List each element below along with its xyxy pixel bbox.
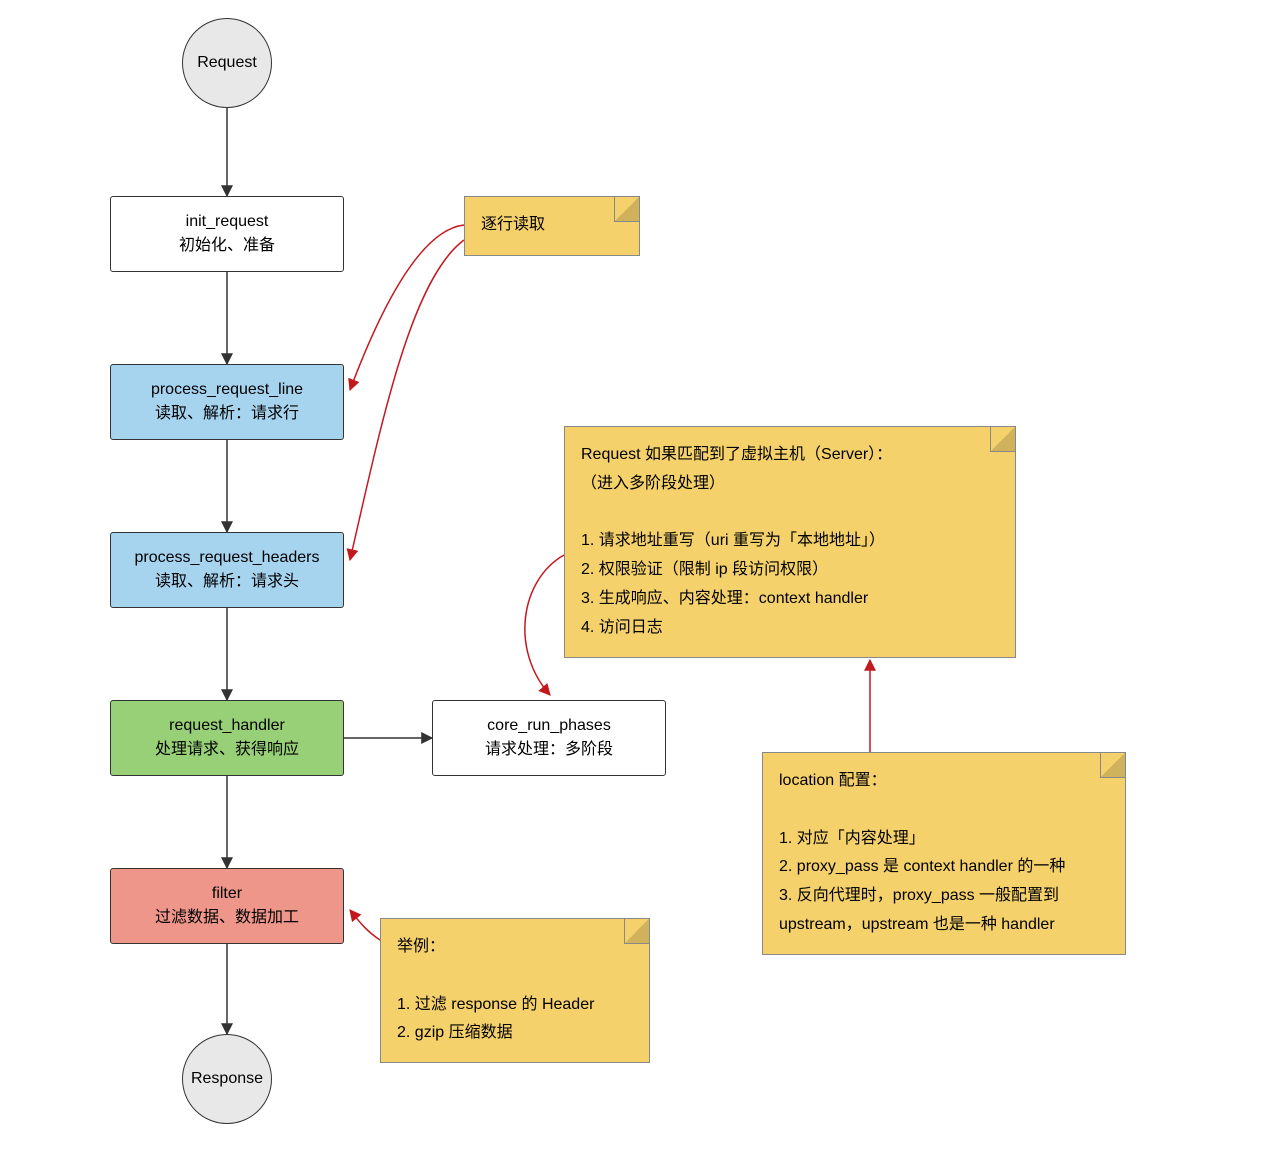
node-subtitle: 过滤数据、数据加工 bbox=[155, 906, 299, 930]
node-proc_line: process_request_line读取、解析：请求行 bbox=[110, 364, 344, 440]
node-subtitle: 读取、解析：请求行 bbox=[155, 402, 299, 426]
node-title: process_request_headers bbox=[134, 546, 319, 570]
node-request: Request bbox=[182, 18, 272, 108]
curved-edge-note1-proc_line bbox=[350, 225, 464, 390]
curved-edge-note1-proc_hdr bbox=[350, 240, 464, 560]
note-note4: 举例： 1. 过滤 response 的 Header 2. gzip 压缩数据 bbox=[380, 918, 650, 1063]
node-title: request_handler bbox=[169, 714, 285, 738]
node-title: process_request_line bbox=[151, 378, 303, 402]
node-init: init_request初始化、准备 bbox=[110, 196, 344, 272]
node-subtitle: 初始化、准备 bbox=[179, 234, 275, 258]
node-subtitle: 处理请求、获得响应 bbox=[155, 738, 299, 762]
node-subtitle: 请求处理：多阶段 bbox=[485, 738, 613, 762]
note-note3: location 配置： 1. 对应「内容处理」 2. proxy_pass 是… bbox=[762, 752, 1126, 955]
curved-edge-note4-filter bbox=[350, 910, 380, 940]
curved-edge-note2-core_run bbox=[525, 555, 564, 695]
node-req_hdlr: request_handler处理请求、获得响应 bbox=[110, 700, 344, 776]
node-title: Response bbox=[191, 1067, 263, 1091]
node-proc_hdr: process_request_headers读取、解析：请求头 bbox=[110, 532, 344, 608]
node-response: Response bbox=[182, 1034, 272, 1124]
node-subtitle: 读取、解析：请求头 bbox=[155, 570, 299, 594]
note-note1: 逐行读取 bbox=[464, 196, 640, 256]
note-note2: Request 如果匹配到了虚拟主机（Server）： （进入多阶段处理） 1.… bbox=[564, 426, 1016, 658]
node-title: core_run_phases bbox=[487, 714, 611, 738]
node-title: filter bbox=[212, 882, 242, 906]
node-title: init_request bbox=[186, 210, 269, 234]
node-title: Request bbox=[197, 51, 257, 75]
node-core_run: core_run_phases请求处理：多阶段 bbox=[432, 700, 666, 776]
node-filter: filter过滤数据、数据加工 bbox=[110, 868, 344, 944]
